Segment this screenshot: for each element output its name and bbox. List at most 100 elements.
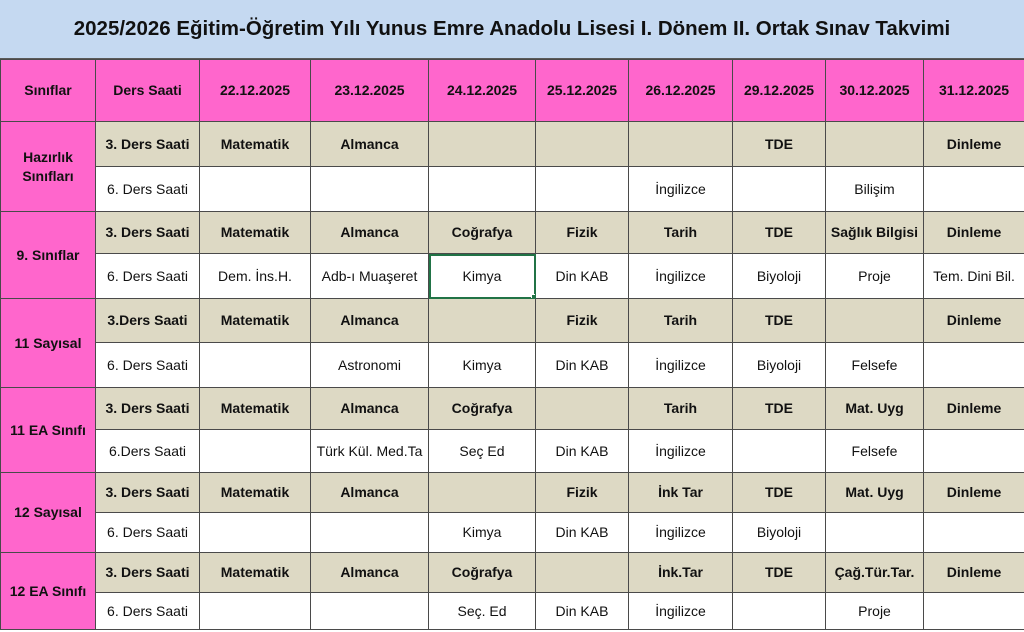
exam-cell[interactable]: TDE xyxy=(732,387,826,430)
exam-cell[interactable]: Kimya xyxy=(428,512,536,553)
exam-cell[interactable] xyxy=(923,342,1024,388)
exam-cell[interactable]: Almanca xyxy=(310,472,429,513)
header-date[interactable]: 24.12.2025 xyxy=(428,59,536,122)
exam-cell[interactable]: Matematik xyxy=(199,552,311,593)
exam-cell[interactable]: Adb-ı Muaşeret xyxy=(310,253,429,299)
exam-cell[interactable] xyxy=(428,298,536,343)
exam-cell[interactable]: Seç. Ed xyxy=(428,592,536,630)
exam-cell[interactable]: Matematik xyxy=(199,121,311,167)
header-date[interactable]: 30.12.2025 xyxy=(825,59,924,122)
exam-cell[interactable]: Tarih xyxy=(628,387,733,430)
exam-cell[interactable]: Coğrafya xyxy=(428,387,536,430)
exam-cell[interactable] xyxy=(923,592,1024,630)
exam-cell[interactable]: İngilizce xyxy=(628,592,733,630)
exam-cell[interactable]: Biyoloji xyxy=(732,512,826,553)
exam-cell[interactable]: Matematik xyxy=(199,211,311,254)
period-cell[interactable]: 6. Ders Saati xyxy=(95,512,200,553)
header-date[interactable]: 23.12.2025 xyxy=(310,59,429,122)
exam-cell[interactable] xyxy=(310,166,429,212)
exam-cell[interactable]: Dinleme xyxy=(923,121,1024,167)
exam-cell[interactable]: Dinleme xyxy=(923,472,1024,513)
class-name-cell[interactable]: 11 EA Sınıfı xyxy=(0,387,96,473)
exam-cell[interactable] xyxy=(732,166,826,212)
period-cell[interactable]: 6. Ders Saati xyxy=(95,342,200,388)
period-cell[interactable]: 6. Ders Saati xyxy=(95,253,200,299)
exam-cell[interactable]: Sağlık Bilgisi xyxy=(825,211,924,254)
exam-cell[interactable] xyxy=(923,166,1024,212)
exam-cell[interactable]: Astronomi xyxy=(310,342,429,388)
exam-cell[interactable]: Kimya xyxy=(428,342,536,388)
exam-cell[interactable] xyxy=(923,429,1024,473)
exam-cell[interactable]: Türk Kül. Med.Ta xyxy=(310,429,429,473)
exam-cell[interactable]: Almanca xyxy=(310,387,429,430)
exam-cell[interactable]: Biyoloji xyxy=(732,342,826,388)
header-classes[interactable]: Sınıflar xyxy=(0,59,96,122)
exam-cell[interactable]: İngilizce xyxy=(628,166,733,212)
period-cell[interactable]: 6. Ders Saati xyxy=(95,592,200,630)
period-cell[interactable]: 3. Ders Saati xyxy=(95,472,200,513)
period-cell[interactable]: 3. Ders Saati xyxy=(95,121,200,167)
exam-cell[interactable] xyxy=(199,592,311,630)
exam-cell[interactable] xyxy=(825,298,924,343)
exam-cell[interactable]: Tarih xyxy=(628,211,733,254)
exam-cell[interactable]: Dinleme xyxy=(923,211,1024,254)
exam-cell[interactable]: İnk.Tar xyxy=(628,552,733,593)
exam-cell[interactable] xyxy=(310,512,429,553)
exam-cell[interactable]: Coğrafya xyxy=(428,211,536,254)
exam-cell[interactable] xyxy=(825,512,924,553)
exam-cell[interactable]: Dinleme xyxy=(923,387,1024,430)
exam-cell[interactable]: Dinleme xyxy=(923,298,1024,343)
exam-cell[interactable]: TDE xyxy=(732,472,826,513)
exam-cell[interactable] xyxy=(199,429,311,473)
header-date[interactable]: 25.12.2025 xyxy=(535,59,629,122)
exam-cell[interactable] xyxy=(428,166,536,212)
period-cell[interactable]: 3. Ders Saati xyxy=(95,387,200,430)
exam-cell[interactable]: Almanca xyxy=(310,298,429,343)
exam-cell[interactable]: TDE xyxy=(732,211,826,254)
exam-cell[interactable] xyxy=(628,121,733,167)
exam-cell[interactable] xyxy=(535,387,629,430)
exam-cell[interactable] xyxy=(535,166,629,212)
exam-cell[interactable] xyxy=(825,121,924,167)
exam-cell[interactable] xyxy=(732,429,826,473)
exam-cell[interactable]: TDE xyxy=(732,121,826,167)
period-cell[interactable]: 6.Ders Saati xyxy=(95,429,200,473)
exam-cell[interactable]: İngilizce xyxy=(628,342,733,388)
exam-cell[interactable]: Fizik xyxy=(535,472,629,513)
period-cell[interactable]: 3.Ders Saati xyxy=(95,298,200,343)
exam-cell[interactable]: Matematik xyxy=(199,472,311,513)
exam-cell[interactable] xyxy=(732,592,826,630)
header-date[interactable]: 31.12.2025 xyxy=(923,59,1024,122)
header-date[interactable]: 26.12.2025 xyxy=(628,59,733,122)
exam-cell[interactable] xyxy=(199,512,311,553)
sheet-title[interactable]: 2025/2026 Eğitim-Öğretim Yılı Yunus Emre… xyxy=(0,0,1024,59)
exam-cell[interactable]: Çağ.Tür.Tar. xyxy=(825,552,924,593)
exam-cell[interactable] xyxy=(428,121,536,167)
exam-cell[interactable]: İngilizce xyxy=(628,253,733,299)
exam-cell[interactable] xyxy=(310,592,429,630)
period-cell[interactable]: 3. Ders Saati xyxy=(95,552,200,593)
exam-cell[interactable] xyxy=(428,472,536,513)
exam-cell[interactable]: Fizik xyxy=(535,298,629,343)
period-cell[interactable]: 6. Ders Saati xyxy=(95,166,200,212)
exam-cell[interactable]: Seç Ed xyxy=(428,429,536,473)
exam-cell[interactable]: Din KAB xyxy=(535,592,629,630)
class-name-cell[interactable]: 12 Sayısal xyxy=(0,472,96,553)
exam-cell[interactable]: Din KAB xyxy=(535,512,629,553)
exam-cell[interactable]: Proje xyxy=(825,253,924,299)
exam-cell[interactable] xyxy=(535,121,629,167)
period-cell[interactable]: 3. Ders Saati xyxy=(95,211,200,254)
exam-cell[interactable]: İnk Tar xyxy=(628,472,733,513)
exam-cell[interactable]: Almanca xyxy=(310,211,429,254)
class-name-cell[interactable]: 11 Sayısal xyxy=(0,298,96,388)
exam-cell[interactable] xyxy=(199,166,311,212)
header-date[interactable]: 29.12.2025 xyxy=(732,59,826,122)
exam-cell[interactable] xyxy=(535,552,629,593)
exam-cell[interactable]: Dem. İns.H. xyxy=(199,253,311,299)
exam-cell[interactable]: Bilişim xyxy=(825,166,924,212)
header-date[interactable]: 22.12.2025 xyxy=(199,59,311,122)
exam-cell[interactable] xyxy=(199,342,311,388)
exam-cell[interactable]: TDE xyxy=(732,298,826,343)
exam-cell[interactable]: Mat. Uyg xyxy=(825,472,924,513)
exam-cell[interactable]: Din KAB xyxy=(535,429,629,473)
